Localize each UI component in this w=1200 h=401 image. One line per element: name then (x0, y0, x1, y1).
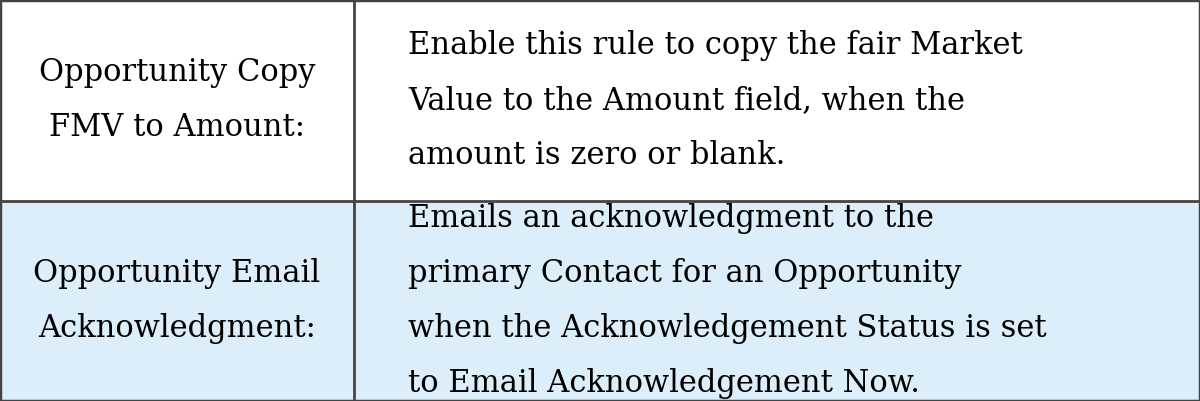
Text: Opportunity Email
Acknowledgment:: Opportunity Email Acknowledgment: (34, 258, 320, 344)
Bar (354, 200, 1200, 401)
Bar (0, 0, 354, 200)
Text: Enable this rule to copy the fair Market
Value to the Amount field, when the
amo: Enable this rule to copy the fair Market… (408, 30, 1022, 171)
Bar (354, 0, 1200, 200)
Text: Emails an acknowledgment to the
primary Contact for an Opportunity
when the Ackn: Emails an acknowledgment to the primary … (408, 203, 1046, 399)
Bar (0, 200, 354, 401)
Text: Opportunity Copy
FMV to Amount:: Opportunity Copy FMV to Amount: (38, 57, 316, 143)
